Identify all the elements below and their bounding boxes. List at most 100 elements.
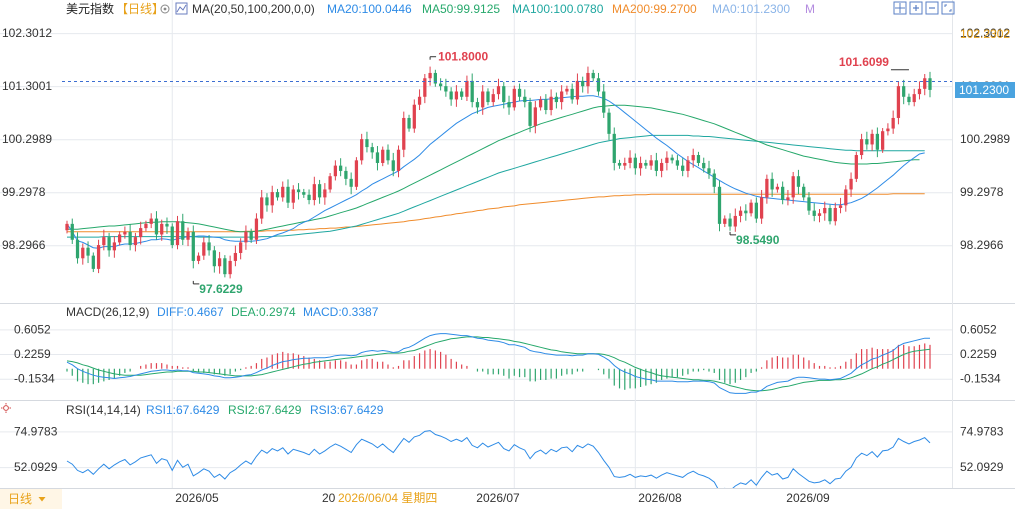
candle (528, 97, 532, 133)
candle-body (207, 242, 211, 251)
candle-body (344, 170, 348, 179)
candle (317, 179, 322, 204)
candle (865, 131, 869, 150)
period-tab-bg (0, 489, 62, 509)
period-tab[interactable]: 日线 (0, 489, 62, 509)
candle (565, 85, 569, 95)
candle (465, 75, 469, 102)
candle-body (423, 78, 427, 97)
candle-body (738, 210, 743, 216)
candle (665, 151, 669, 171)
candle-body (902, 86, 906, 97)
crosshair-icon[interactable] (893, 1, 907, 15)
expand-icon[interactable] (941, 1, 955, 15)
candle-body (560, 91, 564, 103)
candle-body (702, 162, 706, 169)
macd-panel (66, 333, 931, 394)
candle-body (602, 91, 606, 113)
candle-body (665, 157, 669, 163)
candle (328, 173, 332, 193)
candle (602, 84, 606, 118)
candle-body (307, 194, 311, 201)
candle (81, 243, 85, 265)
candle-body (554, 96, 559, 103)
candle (560, 85, 564, 110)
candle (402, 111, 406, 158)
zoom-in-icon[interactable] (909, 1, 923, 15)
candle (912, 88, 916, 107)
candle (591, 69, 595, 82)
indicator-icon[interactable] (175, 2, 188, 15)
candle (596, 72, 601, 96)
candle (570, 83, 574, 104)
candle-body (533, 107, 537, 126)
sun-icon[interactable] (1, 403, 11, 413)
candle-body (565, 88, 569, 92)
candle (154, 211, 159, 240)
candle (117, 231, 122, 246)
candle-body (649, 160, 653, 166)
candle (207, 234, 211, 256)
candle (728, 213, 732, 231)
y-tick-label-left: 100.2989 (2, 132, 52, 146)
candle-body (670, 157, 674, 161)
candle-body (428, 72, 432, 79)
candle-body (544, 99, 548, 111)
candle-body (475, 102, 480, 108)
candle-body (612, 133, 616, 163)
rsi-panel (66, 430, 931, 488)
candle-body (402, 117, 406, 150)
candle (554, 92, 559, 109)
candle (670, 154, 674, 164)
candle (644, 159, 648, 169)
rsi-tick-label-left: 52.0929 (14, 460, 58, 474)
candle-body (454, 91, 459, 100)
candle-body (86, 247, 90, 256)
candle (86, 241, 90, 264)
candle-body (570, 88, 574, 100)
candle (738, 206, 743, 223)
chevron-down-icon[interactable] (38, 497, 46, 502)
period-label[interactable]: 【日线】 (116, 2, 164, 16)
candle (633, 153, 637, 175)
zoom-out-icon[interactable] (925, 1, 939, 15)
candle (517, 83, 522, 102)
candle (217, 251, 222, 274)
candle (449, 87, 453, 106)
candle (681, 158, 685, 177)
rsi-tick-label: 52.0929 (960, 460, 1004, 474)
macd-tick-label: 0.2259 (960, 347, 997, 361)
candle-body (149, 218, 153, 224)
candle (386, 144, 390, 165)
candle (575, 73, 580, 105)
candle-body (775, 186, 780, 190)
candle (796, 169, 801, 195)
candle-body (70, 223, 74, 240)
candle (423, 74, 427, 104)
candle-body (496, 86, 501, 95)
candle-body (281, 186, 285, 198)
candle-body (433, 72, 437, 84)
settings-icon[interactable] (160, 4, 170, 14)
price-annotation: 101.6099 (839, 55, 909, 71)
candle (275, 188, 280, 201)
candle (533, 101, 537, 134)
candle-body (123, 231, 127, 235)
candle-body (749, 202, 753, 214)
highlight-price-label: 102.2302 (960, 27, 1010, 41)
ma50-value: MA50:99.9125 (422, 2, 500, 16)
macd-label: MACD(26,12,9) (66, 305, 149, 319)
candle-body (360, 139, 364, 161)
candle (502, 81, 506, 109)
rsi-tick-label: 74.9783 (960, 424, 1004, 438)
candle-body (886, 128, 890, 132)
candle-body (212, 250, 216, 267)
cursor-date: 2026/06/04 星期四 (338, 491, 437, 505)
candle-body (849, 178, 853, 190)
candle-body (481, 91, 485, 108)
candle (491, 88, 495, 107)
period-tab-label[interactable]: 日线 (8, 492, 32, 506)
candle (812, 203, 816, 222)
candle-body (796, 176, 801, 187)
